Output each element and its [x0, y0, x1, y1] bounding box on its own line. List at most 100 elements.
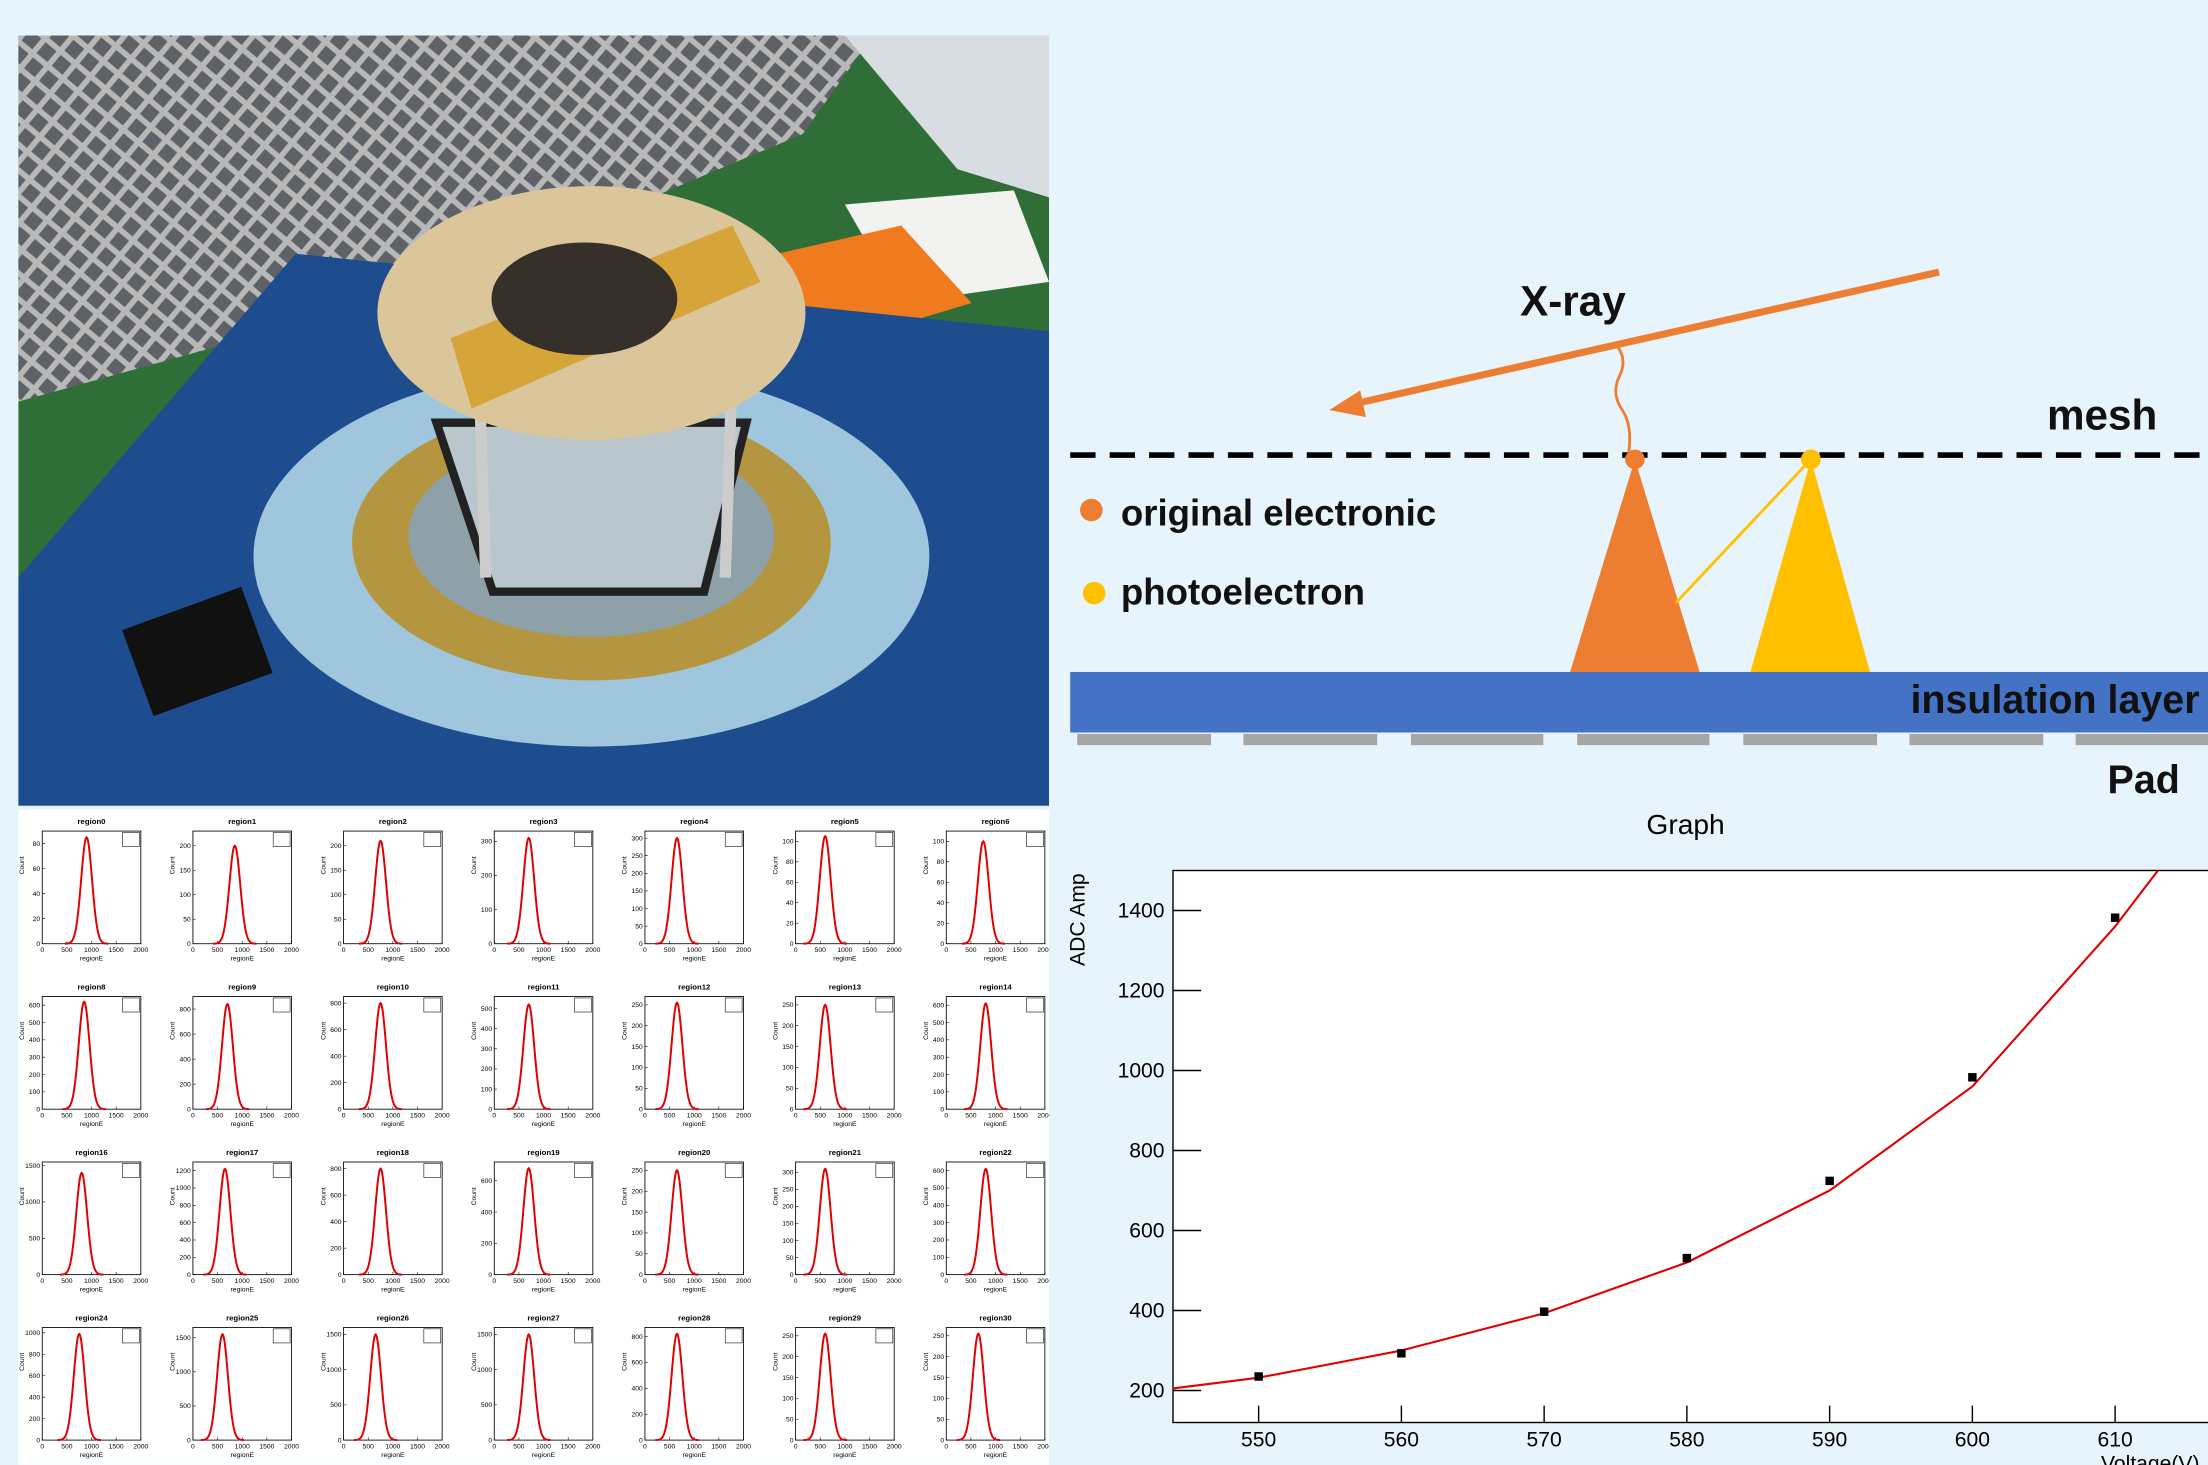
x-tick-label: 2000: [736, 1278, 751, 1285]
panel-frame: [42, 1327, 141, 1440]
y-axis-label: Count: [19, 1353, 26, 1371]
stats-box: [424, 832, 441, 846]
x-tick-label: 2000: [887, 947, 902, 954]
y-tick-label: 200: [481, 1066, 493, 1073]
y-tick-label: 500: [29, 1236, 41, 1243]
y-tick-label: 40: [937, 900, 945, 907]
y-tick-label: 0: [790, 1437, 794, 1444]
y-tick-label: 800: [180, 1203, 192, 1210]
y-tick-label: 800: [180, 1006, 192, 1013]
y-tick-label: 0: [488, 941, 492, 948]
y-tick-label: 500: [933, 1020, 945, 1027]
x-tick-label: 1000: [988, 1444, 1003, 1451]
y-tick-label: 1200: [176, 1168, 191, 1175]
y-tick-label: 0: [36, 1437, 40, 1444]
x-tick-label: 0: [342, 1278, 346, 1285]
stats-box: [123, 998, 140, 1012]
x-tick-label: 0: [492, 947, 496, 954]
y-tick-label: 100: [782, 1238, 794, 1245]
x-tick-label: 500: [61, 947, 73, 954]
y-tick-label: 200: [782, 1354, 794, 1361]
y-tick-label: 300: [933, 1054, 945, 1061]
y-tick-label: 600: [330, 1192, 342, 1199]
y-tick-label: 20: [33, 916, 41, 923]
x-axis-label: regionE: [984, 956, 1008, 963]
x-tick-label: 2000: [435, 947, 450, 954]
panel-title: region26: [377, 1313, 410, 1322]
x-tick-label: 2000: [435, 1113, 450, 1120]
panel-frame: [494, 1327, 593, 1440]
y-axis-label: Count: [923, 1022, 930, 1040]
stats-box: [1027, 1163, 1044, 1177]
y-axis-label: Count: [923, 1353, 930, 1371]
x-tick-label: 2000: [435, 1444, 450, 1451]
x-tick-label: 600: [1955, 1428, 1990, 1451]
histogram-panel: region2805001000150020000200400600800reg…: [622, 1313, 752, 1459]
y-axis-label: Count: [170, 1353, 177, 1371]
y-tick-label: 50: [635, 1251, 643, 1258]
legend-marker: [1083, 582, 1106, 605]
y-tick-label: 1500: [25, 1163, 40, 1170]
x-tick-label: 1500: [109, 1113, 124, 1120]
x-axis-label: regionE: [532, 956, 556, 963]
legend-label: photoelectron: [1121, 571, 1365, 612]
x-tick-label: 1500: [410, 1278, 425, 1285]
x-tick-label: 1500: [711, 1113, 726, 1120]
panel-frame: [645, 831, 744, 944]
legend-marker: [1080, 499, 1103, 522]
x-axis-label: regionE: [984, 1121, 1008, 1128]
panel-frame: [344, 1162, 443, 1275]
x-tick-label: 1500: [711, 947, 726, 954]
y-tick-label: 1400: [1118, 900, 1165, 923]
x-tick-label: 500: [965, 1113, 977, 1120]
y-tick-label: 100: [632, 1065, 644, 1072]
panel-frame: [344, 1327, 443, 1440]
y-tick-label: 40: [33, 891, 41, 898]
y-axis-label: Count: [320, 1022, 327, 1040]
y-tick-label: 150: [330, 868, 342, 875]
stats-box: [725, 1329, 742, 1343]
x-tick-label: 0: [191, 1444, 195, 1451]
stats-box: [725, 1163, 742, 1177]
stats-box: [876, 832, 893, 846]
y-tick-label: 400: [632, 1386, 644, 1393]
x-tick-label: 500: [212, 1113, 224, 1120]
stats-box: [575, 1163, 592, 1177]
x-tick-label: 1000: [385, 1113, 400, 1120]
y-tick-label: 150: [632, 1044, 644, 1051]
panel-title: region5: [831, 817, 860, 826]
stats-box: [1027, 832, 1044, 846]
panel-frame: [796, 1162, 895, 1275]
y-tick-label: 800: [330, 1166, 342, 1173]
y-tick-label: 200: [632, 1188, 644, 1195]
histogram-panel: region1705001000150020000200400600800100…: [170, 1148, 300, 1294]
y-tick-label: 0: [36, 1272, 40, 1279]
x-tick-label: 0: [794, 1278, 798, 1285]
y-tick-label: 0: [187, 941, 191, 948]
panel-title: region17: [226, 1148, 258, 1157]
photoelectron-dot: [1801, 449, 1821, 469]
x-tick-label: 1500: [1013, 1444, 1028, 1451]
y-tick-label: 200: [632, 1411, 644, 1418]
x-tick-label: 1500: [109, 1444, 124, 1451]
x-tick-label: 1500: [259, 947, 274, 954]
panel-title: region11: [528, 982, 561, 991]
x-tick-label: 1000: [837, 1113, 852, 1120]
x-tick-label: 0: [191, 1278, 195, 1285]
panel-frame: [796, 1327, 895, 1440]
y-tick-label: 0: [639, 1106, 643, 1113]
graph: Graph ADC Amp Voltage(V) 550560570580590…: [1066, 809, 2208, 1465]
y-tick-label: 300: [481, 1046, 493, 1053]
x-tick-label: 1500: [259, 1444, 274, 1451]
x-tick-label: 2000: [133, 1444, 148, 1451]
y-axis-label: Count: [471, 1353, 478, 1371]
panel-frame: [193, 997, 292, 1110]
y-axis-label: Count: [622, 856, 629, 874]
y-tick-label: 400: [330, 1053, 342, 1060]
y-tick-label: 200: [933, 1072, 945, 1079]
x-tick-label: 0: [342, 947, 346, 954]
y-tick-label: 200: [782, 1023, 794, 1030]
panel-title: region24: [75, 1313, 108, 1322]
x-tick-label: 0: [40, 947, 44, 954]
x-tick-label: 1000: [84, 1113, 99, 1120]
